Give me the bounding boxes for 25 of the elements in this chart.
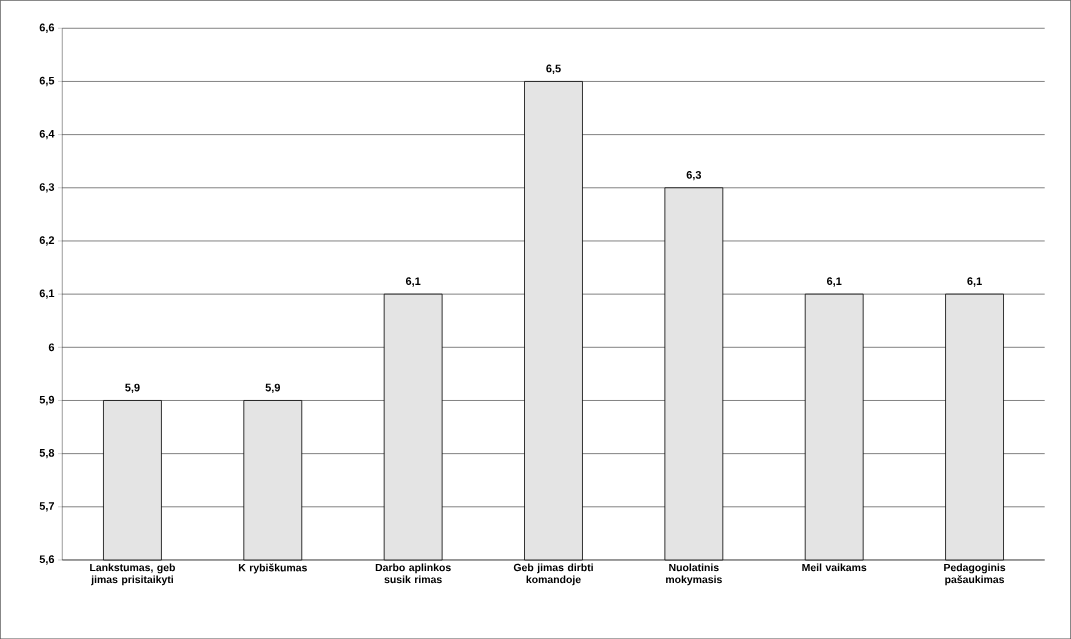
y-tick-label: 5,6: [39, 555, 55, 565]
data-label: 6,1: [967, 277, 982, 287]
y-tick-label: 6,5: [39, 76, 55, 87]
data-label: 6,3: [686, 170, 702, 181]
x-tick-label: Meil vaikams: [802, 563, 867, 572]
x-tick-label: Lankstumas, geb jimas prisitaikyti: [90, 563, 175, 586]
y-tick-label: 6,3: [39, 183, 55, 193]
data-label: 6,5: [546, 64, 561, 74]
x-tick-label: Nuolatinis mokymasis: [666, 563, 722, 586]
y-tick-label: 6,1: [39, 289, 55, 299]
x-tick-label: K rybiškumas: [238, 563, 307, 574]
y-tick-label: 6: [48, 343, 55, 352]
y-tick-label: 6,6: [39, 23, 55, 33]
x-tick-label: Darbo aplinkos susik rimas: [375, 563, 451, 584]
x-tick-label: Pedagoginis pašaukimas: [944, 563, 1006, 586]
data-label: 6,1: [826, 277, 842, 287]
y-tick-label: 6,4: [39, 129, 55, 140]
data-label: 5,9: [265, 383, 280, 393]
x-tick-label: Geb jimas dirbti komandoje: [513, 563, 593, 586]
y-tick-label: 5,8: [39, 448, 55, 459]
data-label: 6,1: [405, 277, 421, 287]
y-tick-label: 6,2: [39, 236, 55, 246]
data-label: 5,9: [125, 383, 140, 393]
y-tick-label: 5,9: [39, 395, 55, 406]
y-tick-label: 5,7: [39, 502, 55, 512]
